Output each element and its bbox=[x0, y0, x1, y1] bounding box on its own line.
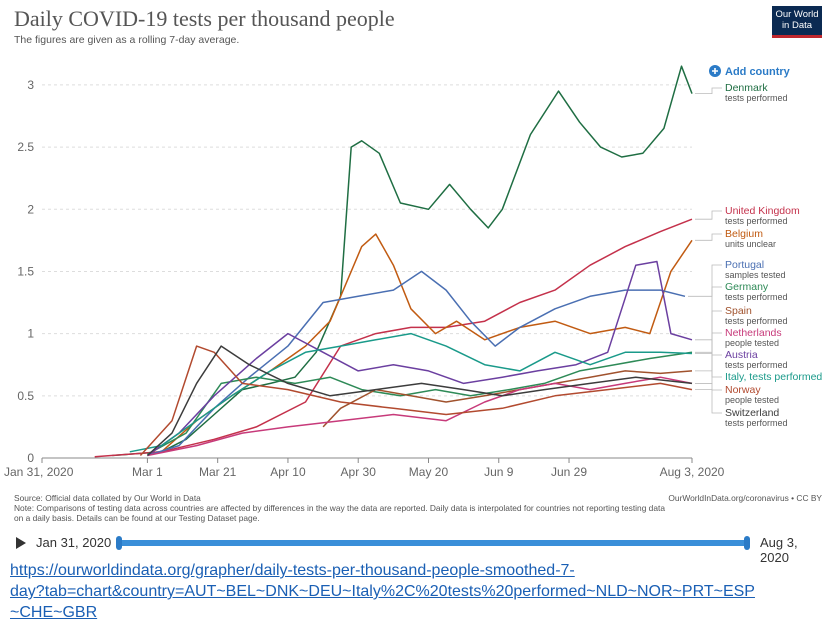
series-line-portugal[interactable] bbox=[147, 270, 686, 457]
legend-connector bbox=[695, 332, 722, 384]
legend-connector bbox=[695, 339, 722, 356]
source-url[interactable]: https://ourworldindata.org/grapher/daily… bbox=[10, 560, 755, 623]
legend-sublabel: samples tested bbox=[725, 270, 786, 280]
y-axis: 0 0.5 1 1.5 2 2.5 3 bbox=[17, 78, 34, 465]
series-line-belgium[interactable] bbox=[161, 233, 693, 453]
logo-line-1: Our World bbox=[775, 9, 819, 20]
add-country-label: Add country bbox=[725, 66, 791, 78]
legend-sublabel: units unclear bbox=[725, 239, 776, 249]
legend-sublabel: tests performed bbox=[725, 93, 788, 103]
x-tick-label: Jun 29 bbox=[551, 465, 587, 479]
timeline-start-label: Jan 31, 2020 bbox=[36, 535, 112, 550]
timeline-end-label: Aug 3, 2020 bbox=[760, 535, 798, 565]
series-line-germany[interactable] bbox=[147, 351, 693, 455]
page-title: Daily COVID-19 tests per thousand people bbox=[14, 6, 395, 31]
legend-connector bbox=[688, 264, 722, 297]
line-chart: 0 0.5 1 1.5 2 2.5 3 Jan 31, 2020 Mar 1 Mar 21 Apr… bbox=[4, 65, 822, 479]
legend-sublabel: tests performed bbox=[725, 360, 788, 370]
legend-label[interactable]: Netherlands bbox=[725, 327, 782, 339]
legend-connector bbox=[695, 310, 722, 372]
timeline-end-handle[interactable] bbox=[744, 536, 750, 550]
source-note: Source: Official data collated by Our Wo… bbox=[14, 493, 201, 503]
note-line-2: on a daily basis. Details can be found a… bbox=[14, 513, 260, 523]
legend-label[interactable]: Portugal bbox=[725, 259, 764, 271]
x-axis: Jan 31, 2020 Mar 1 Mar 21 Apr 10 Apr 30 May 2… bbox=[4, 458, 725, 479]
y-tick-label: 2 bbox=[27, 202, 34, 216]
x-tick-label: Jun 9 bbox=[484, 465, 514, 479]
series-line-switzerland[interactable] bbox=[146, 345, 693, 457]
legend-connector bbox=[695, 233, 722, 241]
x-tick-label: Jan 31, 2020 bbox=[4, 465, 74, 479]
x-tick-label: Apr 30 bbox=[341, 465, 377, 479]
legend-label[interactable]: Denmark bbox=[725, 82, 768, 94]
series-line-united-kingdom[interactable] bbox=[94, 218, 693, 458]
url-line-1: https://ourworldindata.org/grapher/daily… bbox=[10, 562, 575, 579]
y-tick-label: 1.5 bbox=[17, 264, 34, 278]
legend-connector bbox=[695, 87, 722, 94]
url-line-2: day?tab=chart&country=AUT~BEL~DNK~DEU~It… bbox=[10, 583, 755, 600]
y-tick-label: 3 bbox=[27, 78, 34, 92]
timeline: Jan 31, 2020 Aug 3, 2020 bbox=[0, 534, 828, 565]
legend-sublabel: people tested bbox=[725, 338, 779, 348]
play-icon[interactable] bbox=[16, 537, 26, 549]
x-tick-label: Mar 21 bbox=[199, 465, 237, 479]
legend-connector bbox=[695, 210, 722, 220]
legend-label[interactable]: Spain bbox=[725, 305, 752, 317]
page-subtitle: The figures are given as a rolling 7-day… bbox=[14, 34, 240, 46]
series-line-denmark[interactable] bbox=[112, 65, 693, 457]
y-tick-label: 0 bbox=[27, 451, 34, 465]
legend-connector bbox=[695, 383, 722, 414]
legend-sublabel: tests performed bbox=[725, 216, 788, 226]
x-tick-label: Aug 3, 2020 bbox=[660, 465, 725, 479]
legend-connector bbox=[695, 353, 722, 378]
credit-link[interactable]: OurWorldInData.org/coronavirus • CC BY bbox=[668, 493, 822, 503]
timeline-track[interactable] bbox=[118, 540, 748, 546]
legend-label[interactable]: Austria bbox=[725, 349, 758, 361]
x-tick-label: Mar 1 bbox=[132, 465, 163, 479]
legend-sublabel: people tested bbox=[725, 395, 779, 405]
series-line-norway[interactable] bbox=[139, 345, 693, 457]
legend-label[interactable]: Belgium bbox=[725, 228, 763, 240]
legend-label[interactable]: Switzerland bbox=[725, 407, 779, 419]
plus-icon bbox=[712, 68, 718, 74]
legend-sublabel: tests performed bbox=[725, 418, 788, 428]
y-tick-label: 0.5 bbox=[17, 389, 34, 403]
y-tick-label: 1 bbox=[27, 327, 34, 341]
legend-label[interactable]: Norway bbox=[725, 384, 761, 396]
timeline-start-handle[interactable] bbox=[116, 536, 122, 550]
series-line-netherlands[interactable] bbox=[147, 376, 693, 457]
series-line-italy-tests-performed[interactable] bbox=[129, 332, 693, 453]
legend-sublabel: tests performed bbox=[725, 316, 788, 326]
add-country-button[interactable]: Add country bbox=[709, 65, 791, 78]
series-line-spain[interactable] bbox=[322, 370, 693, 428]
legend-connector bbox=[695, 286, 722, 353]
legend-label[interactable]: Germany bbox=[725, 281, 769, 293]
legend-sublabel: tests performed bbox=[725, 292, 788, 302]
series-lines bbox=[94, 65, 693, 458]
legend-label[interactable]: Italy, tests performed bbox=[725, 371, 822, 383]
logo-line-2: in Data bbox=[781, 20, 813, 31]
url-line-3: ~CHE~GBR bbox=[10, 604, 98, 621]
x-tick-label: May 20 bbox=[409, 465, 449, 479]
grid-lines bbox=[42, 84, 692, 459]
owid-logo[interactable]: Our World in Data bbox=[772, 6, 822, 38]
legend-label[interactable]: United Kingdom bbox=[725, 205, 800, 217]
x-tick-label: Apr 10 bbox=[270, 465, 306, 479]
series-line-austria[interactable] bbox=[146, 260, 693, 457]
note-line-1: Note: Comparisons of testing data across… bbox=[14, 503, 665, 513]
y-tick-label: 2.5 bbox=[17, 140, 34, 154]
